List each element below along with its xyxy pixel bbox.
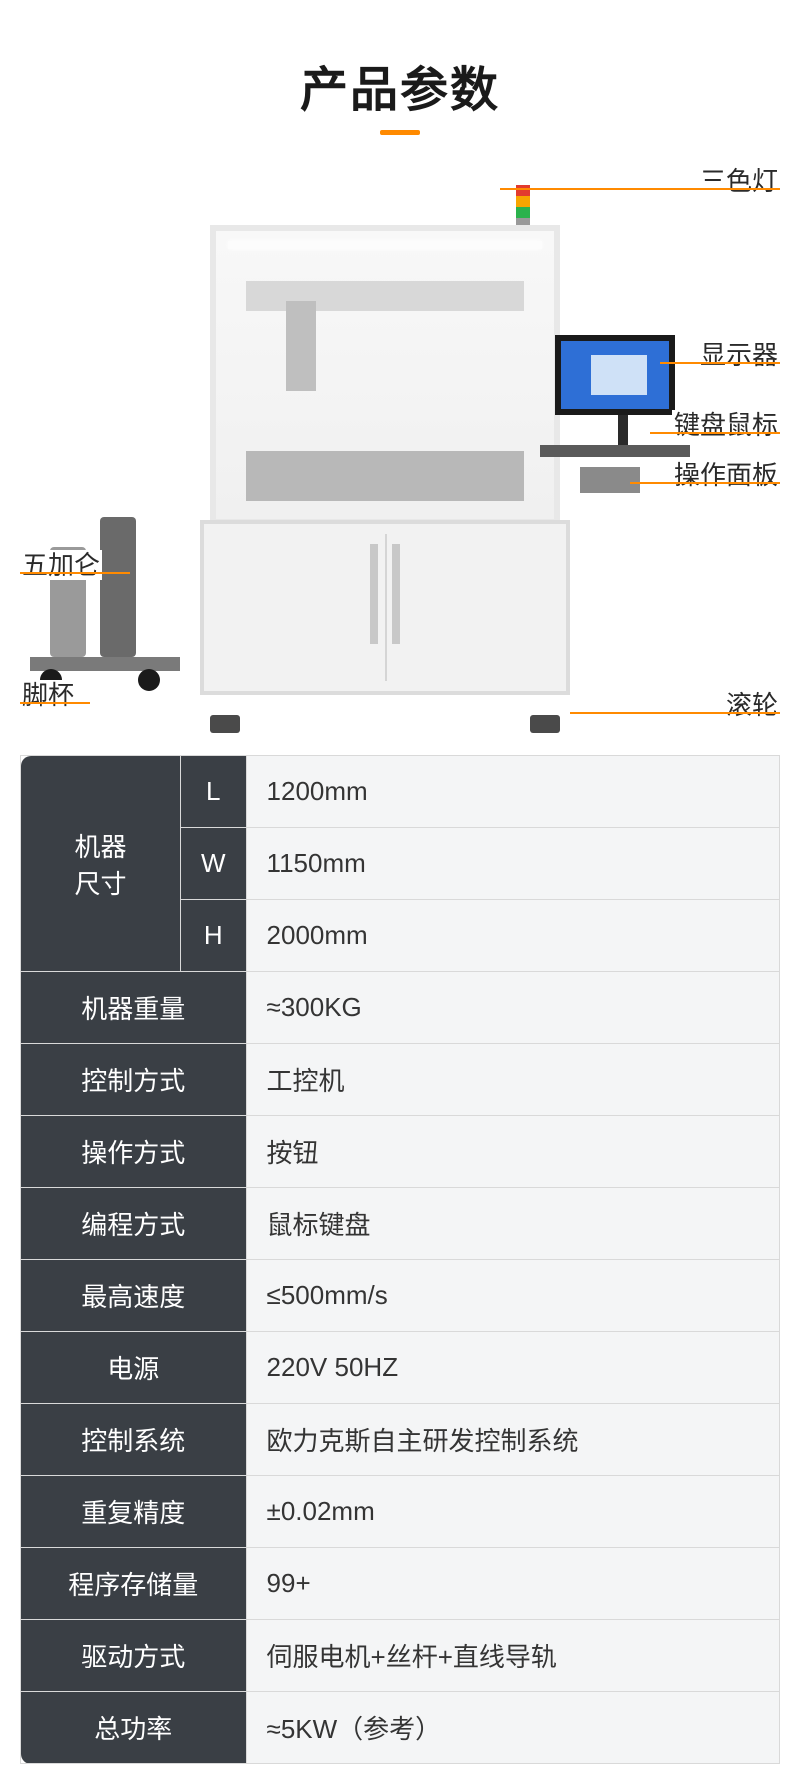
spec-header: 驱动方式 bbox=[21, 1620, 247, 1692]
spec-value: 工控机 bbox=[246, 1044, 779, 1116]
callout-signal-light: 三色灯 bbox=[698, 161, 780, 198]
title-block: 产品参数 bbox=[20, 20, 780, 145]
title-underline bbox=[380, 130, 420, 135]
callout-label: 脚杯 bbox=[20, 680, 76, 710]
spec-header: 机器重量 bbox=[21, 972, 247, 1044]
spec-value: ≈300KG bbox=[246, 972, 779, 1044]
monitor-icon bbox=[555, 335, 675, 415]
spec-row: 电源220V 50HZ bbox=[21, 1332, 780, 1404]
callout-monitor: 显示器 bbox=[698, 335, 780, 372]
callout-foot-cup: 脚杯 bbox=[20, 675, 76, 712]
spec-header: 控制系统 bbox=[21, 1404, 247, 1476]
machine-cabinet bbox=[200, 520, 570, 695]
spec-row: 控制方式工控机 bbox=[21, 1044, 780, 1116]
spec-row: 总功率≈5KW（参考） bbox=[21, 1692, 780, 1764]
spec-row: 机器重量≈300KG bbox=[21, 972, 780, 1044]
spec-header: 重复精度 bbox=[21, 1476, 247, 1548]
spec-row: 编程方式鼠标键盘 bbox=[21, 1188, 780, 1260]
foot-left-icon bbox=[210, 715, 240, 733]
spec-header: 程序存储量 bbox=[21, 1548, 247, 1620]
spec-header-size: 机器 尺寸 bbox=[21, 756, 181, 972]
control-panel-icon bbox=[580, 467, 640, 493]
spec-row: 操作方式按钮 bbox=[21, 1116, 780, 1188]
product-diagram: 三色灯 显示器 键盘鼠标 操作面板 滚轮 五加仑 脚杯 bbox=[20, 145, 780, 735]
spec-header: 电源 bbox=[21, 1332, 247, 1404]
spec-row: 程序存储量99+ bbox=[21, 1548, 780, 1620]
callout-tank: 五加仑 bbox=[20, 545, 102, 582]
page-container: 产品参数 bbox=[0, 0, 800, 1784]
spec-row-size-L: 机器 尺寸 L 1200mm bbox=[21, 756, 780, 828]
spec-value: 伺服电机+丝杆+直线导轨 bbox=[246, 1620, 779, 1692]
page-title: 产品参数 bbox=[20, 50, 780, 120]
spec-value: 1200mm bbox=[246, 756, 779, 828]
spec-row: 重复精度±0.02mm bbox=[21, 1476, 780, 1548]
spec-header: 总功率 bbox=[21, 1692, 247, 1764]
spec-value: ≤500mm/s bbox=[246, 1260, 779, 1332]
caster-icon bbox=[138, 669, 160, 691]
spec-header: 最高速度 bbox=[21, 1260, 247, 1332]
callout-label: 三色灯 bbox=[698, 166, 780, 196]
spec-size-dim: H bbox=[181, 900, 247, 972]
spec-row: 控制系统欧力克斯自主研发控制系统 bbox=[21, 1404, 780, 1476]
callout-label: 显示器 bbox=[698, 340, 780, 370]
monitor-assembly bbox=[555, 335, 690, 493]
spec-value: 1150mm bbox=[246, 828, 779, 900]
spec-header: 控制方式 bbox=[21, 1044, 247, 1116]
spec-row: 驱动方式伺服电机+丝杆+直线导轨 bbox=[21, 1620, 780, 1692]
spec-size-dim: L bbox=[181, 756, 247, 828]
spec-header: 编程方式 bbox=[21, 1188, 247, 1260]
spec-header: 操作方式 bbox=[21, 1116, 247, 1188]
spec-value: 2000mm bbox=[246, 900, 779, 972]
callout-label: 滚轮 bbox=[724, 690, 780, 720]
spec-value: ±0.02mm bbox=[246, 1476, 779, 1548]
spec-value: 鼠标键盘 bbox=[246, 1188, 779, 1260]
spec-value: 欧力克斯自主研发控制系统 bbox=[246, 1404, 779, 1476]
spec-value: 220V 50HZ bbox=[246, 1332, 779, 1404]
callout-label: 键盘鼠标 bbox=[672, 410, 780, 440]
spec-value: ≈5KW（参考） bbox=[246, 1692, 779, 1764]
keyboard-tray-icon bbox=[540, 445, 690, 457]
spec-table: 机器 尺寸 L 1200mm W 1150mm H 2000mm 机器重量≈30… bbox=[20, 755, 780, 1764]
callout-control-panel: 操作面板 bbox=[672, 455, 780, 492]
callout-label: 五加仑 bbox=[20, 550, 102, 580]
spec-value: 按钮 bbox=[246, 1116, 779, 1188]
machine-frame bbox=[210, 225, 560, 525]
spec-value: 99+ bbox=[246, 1548, 779, 1620]
callout-keyboard-mouse: 键盘鼠标 bbox=[672, 405, 780, 442]
pump-unit bbox=[20, 511, 190, 691]
callout-label: 操作面板 bbox=[672, 460, 780, 490]
machine-illustration bbox=[200, 185, 570, 715]
foot-right-icon bbox=[530, 715, 560, 733]
spec-row: 最高速度≤500mm/s bbox=[21, 1260, 780, 1332]
spec-size-dim: W bbox=[181, 828, 247, 900]
callout-wheel: 滚轮 bbox=[724, 685, 780, 722]
